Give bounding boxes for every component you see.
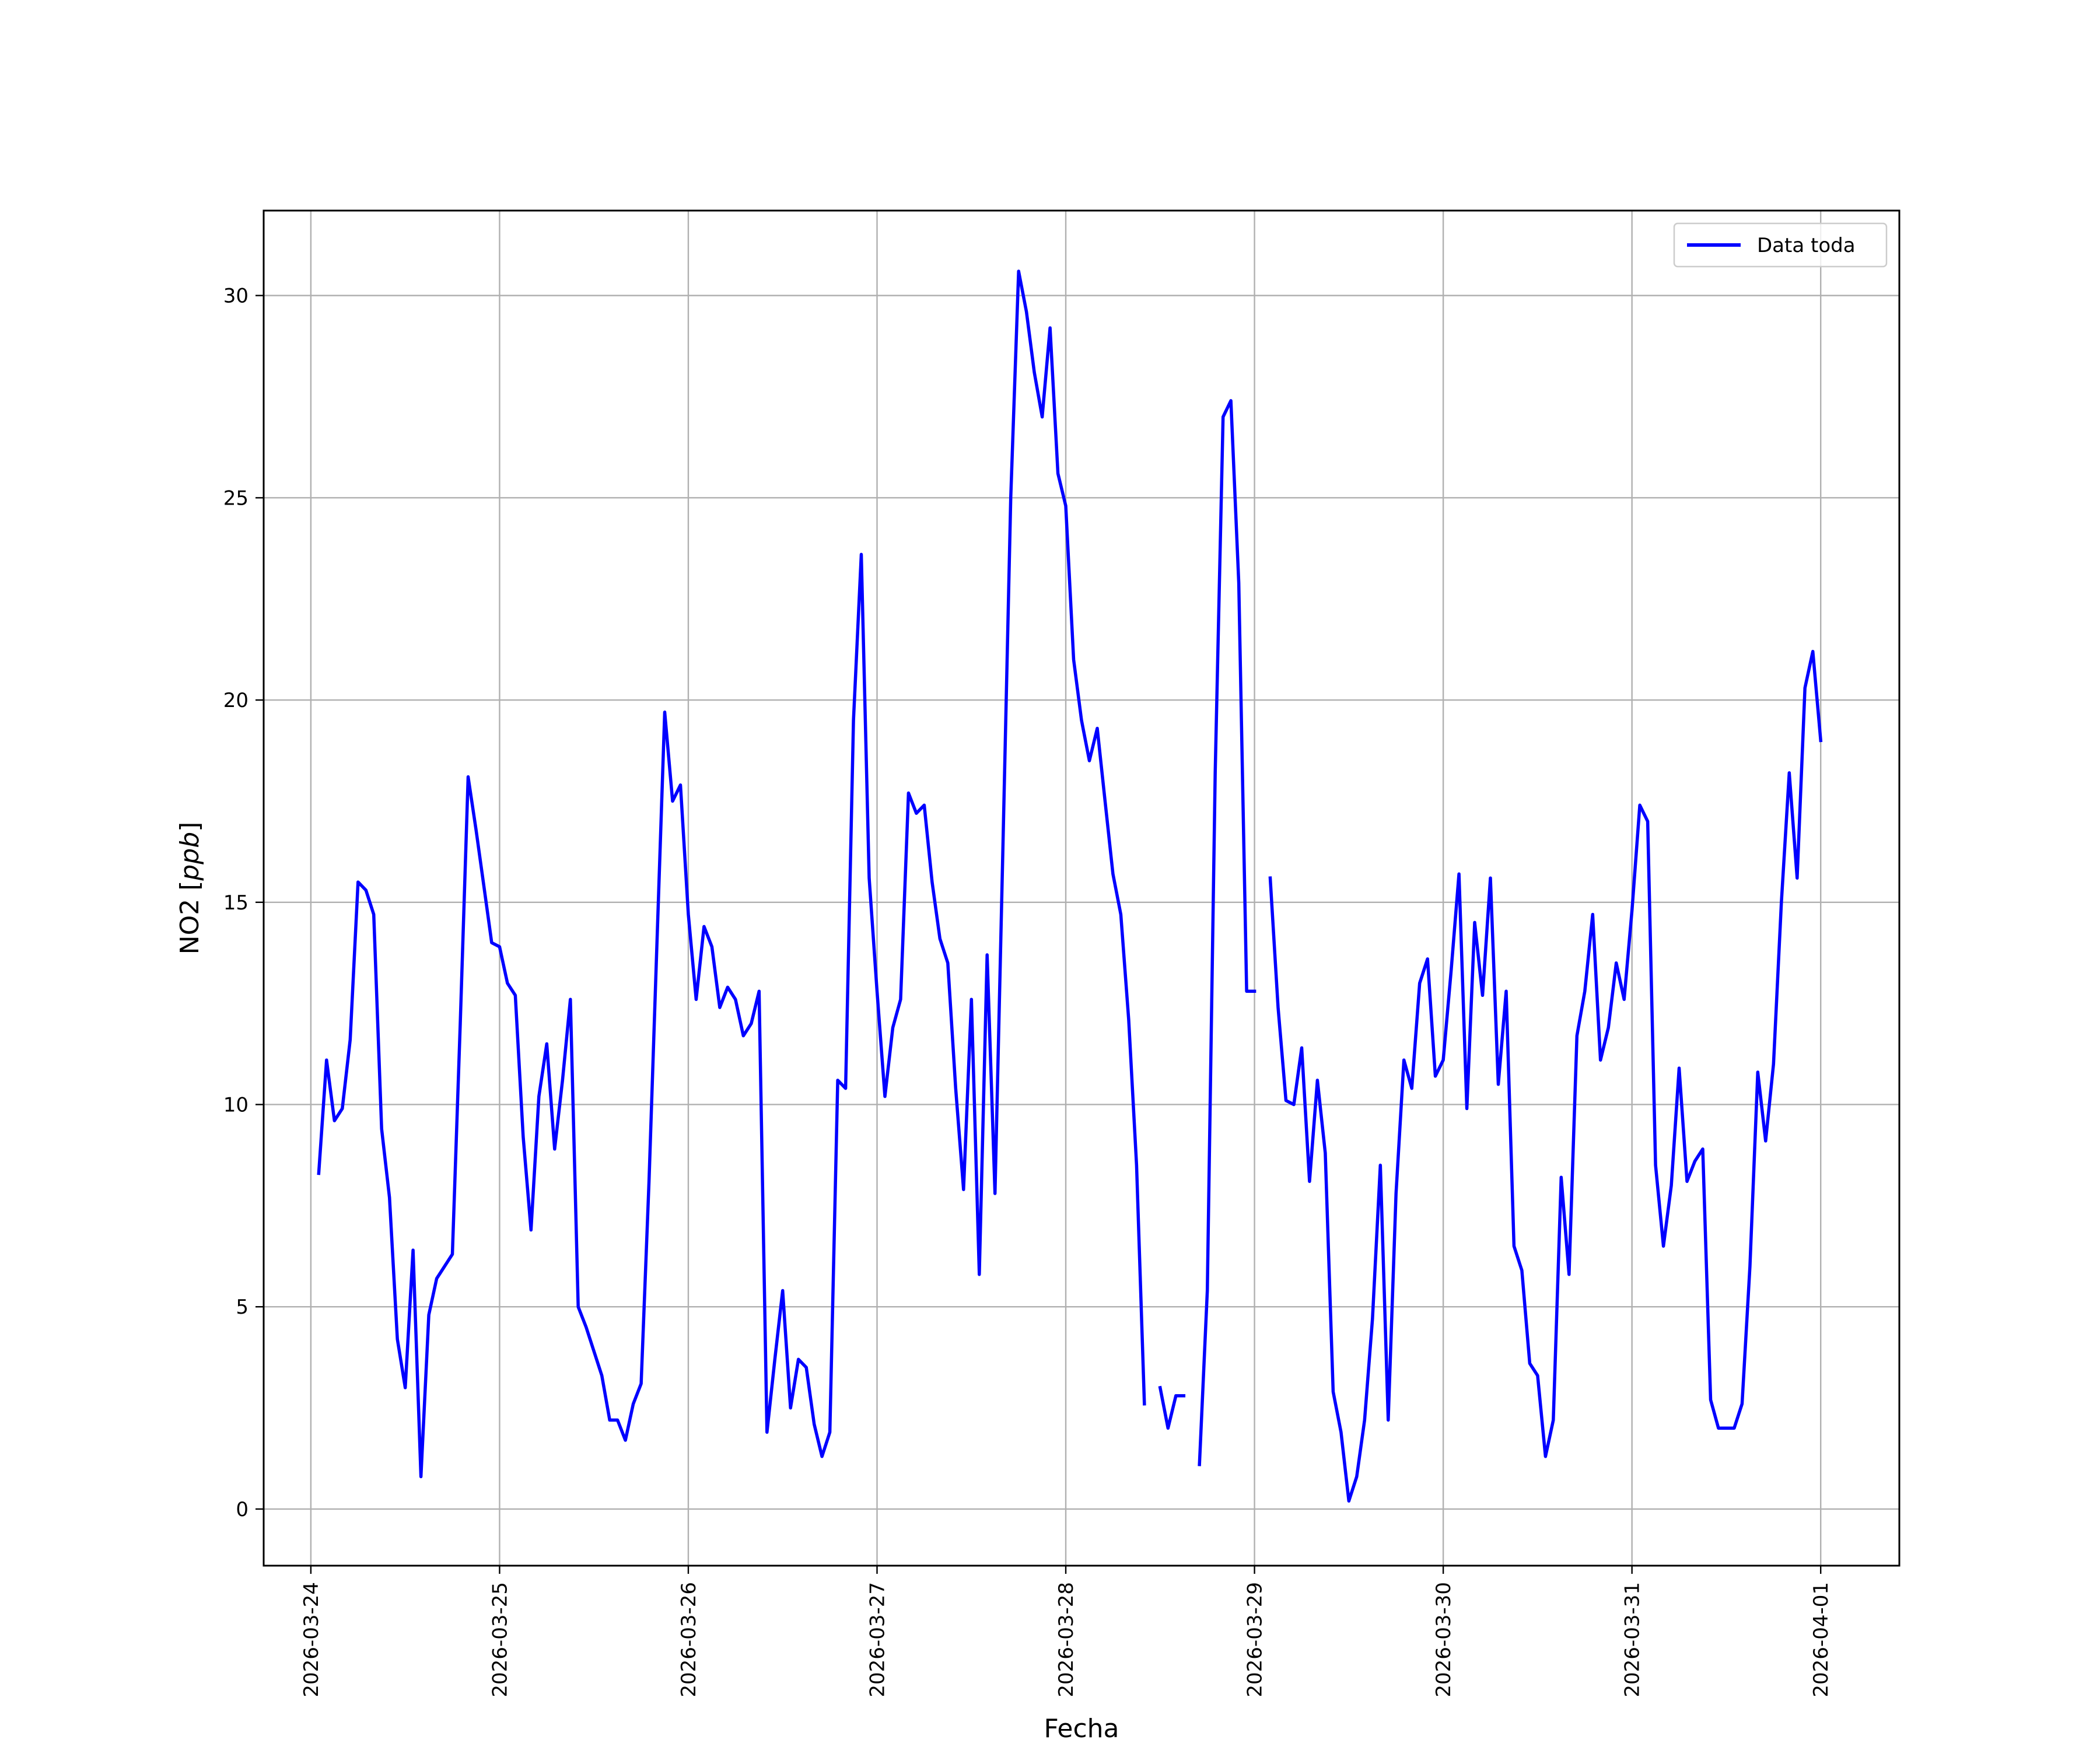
x-tick-label: 2026-03-30 [1432,1582,1455,1698]
legend-label-data-toda: Data toda [1757,234,1856,257]
x-axis-title: Fecha [1044,1714,1119,1744]
series-line-segment [317,270,1146,1479]
x-tick-label: 2026-03-31 [1621,1582,1644,1698]
x-tick-label: 2026-03-27 [866,1582,890,1698]
y-tick-label: 25 [223,487,249,510]
x-tick-label: 2026-03-26 [677,1582,701,1698]
series-line-segment [1158,1385,1186,1430]
series-line-segment [1268,650,1823,1503]
legend: Data toda [1673,222,1888,268]
x-tick-label: 2026-04-01 [1810,1582,1833,1698]
legend-box [1673,222,1888,268]
y-tick-label: 15 [223,891,249,915]
y-tick-label: 5 [236,1296,249,1319]
x-tick-label: 2026-03-24 [300,1582,323,1698]
y-tick-label: 10 [223,1093,249,1116]
axes: 2026-03-24 2026-03-25 2026-03-26 2026-03-27… [223,285,1833,1698]
x-tick-label: 2026-03-28 [1055,1582,1078,1698]
y-tick-label: 30 [223,285,249,308]
grid-lines [264,211,1899,1566]
series-line-segment [1198,399,1256,1466]
x-tick-label: 2026-03-29 [1244,1582,1267,1698]
y-tick-label: 20 [223,689,249,712]
y-tick-label: 0 [236,1498,249,1521]
series-layer [317,270,1823,1503]
plot-frame [262,209,1901,1567]
y-axis-title: NO2 [ppb] [175,822,205,955]
x-tick-label: 2026-03-25 [488,1582,512,1698]
